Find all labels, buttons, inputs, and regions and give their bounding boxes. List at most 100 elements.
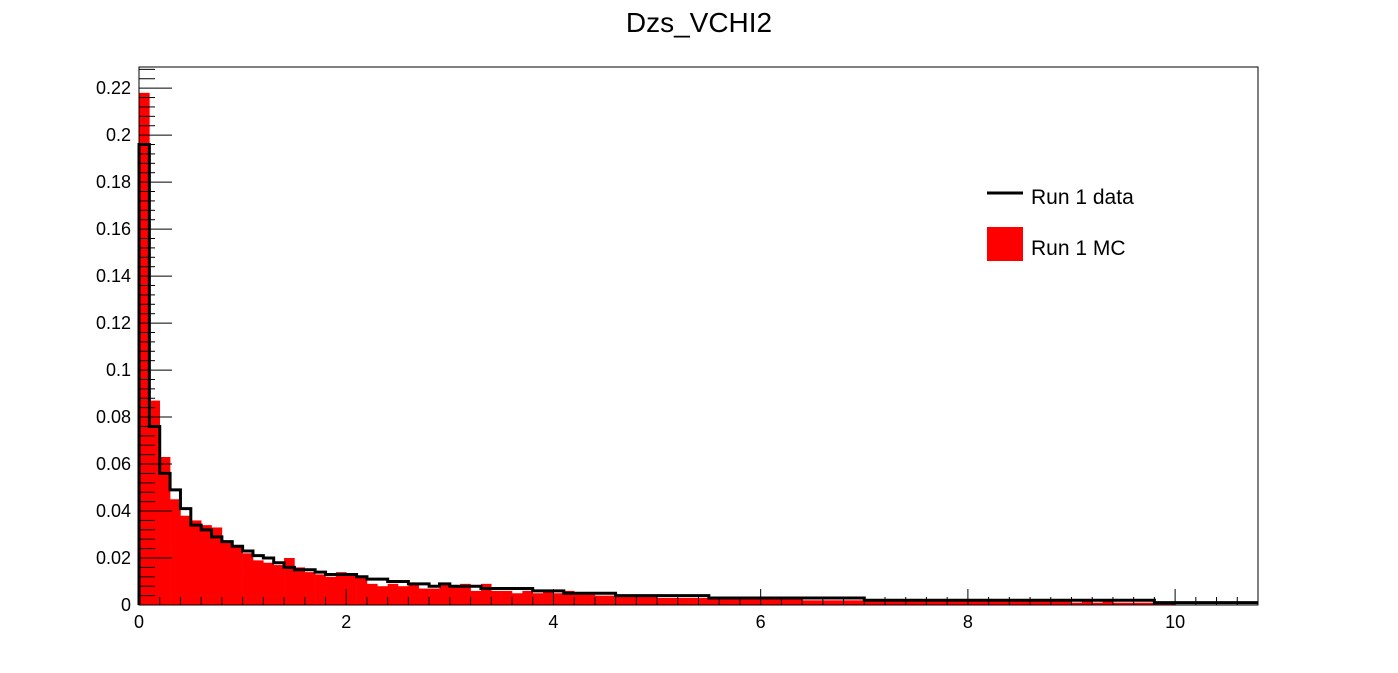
mc-bar <box>1144 602 1155 605</box>
mc-bar <box>335 572 347 605</box>
mc-bar <box>284 558 295 605</box>
mc-bar <box>594 595 606 605</box>
mc-bar <box>874 600 886 605</box>
mc-bar <box>646 595 658 605</box>
mc-bar <box>418 588 430 605</box>
mc-bar <box>1019 600 1031 605</box>
mc-bar <box>1112 602 1124 605</box>
mc-bar <box>532 593 544 605</box>
y-tick-label: 0.04 <box>96 501 131 521</box>
mc-bar <box>346 574 357 605</box>
mc-bar <box>543 590 554 605</box>
mc-bar <box>657 597 668 605</box>
mc-bar <box>936 600 948 605</box>
mc-bar <box>377 586 388 605</box>
mc-bar <box>750 597 761 605</box>
mc-bar <box>1050 600 1062 605</box>
mc-bar <box>1133 602 1145 605</box>
y-tick-label: 0.16 <box>96 219 131 239</box>
mc-bar <box>781 597 793 605</box>
mc-bar <box>812 600 824 605</box>
mc-bar <box>708 597 720 605</box>
x-tick-label: 4 <box>548 612 558 632</box>
x-tick-label: 8 <box>963 612 973 632</box>
mc-bar <box>1061 600 1072 605</box>
mc-bar <box>905 600 917 605</box>
mc-bar <box>1040 600 1052 605</box>
mc-bar <box>512 593 523 605</box>
mc-bar <box>822 600 834 605</box>
mc-bar <box>677 597 689 605</box>
mc-bar <box>522 590 534 605</box>
mc-bar <box>853 600 865 605</box>
y-tick-label: 0.18 <box>96 172 131 192</box>
mc-bar <box>201 525 212 605</box>
mc-bar <box>688 597 699 605</box>
x-axis: 0 2 4 6 8 10 <box>134 589 1259 632</box>
mc-bar <box>387 583 399 605</box>
mc-bar <box>584 593 596 605</box>
mc-bar <box>1081 600 1093 605</box>
y-tick-label: 0.22 <box>96 78 131 98</box>
mc-series-bars <box>139 92 1176 606</box>
mc-bar <box>470 590 482 605</box>
mc-bar <box>719 597 730 605</box>
mc-bar <box>636 595 647 605</box>
mc-bar <box>1123 602 1134 605</box>
plot-area: 0 2 4 6 8 10 0 0.02 0.04 0.06 0.08 0.1 0.12 0.14 0.16… <box>96 66 1259 632</box>
plot-frame <box>138 66 1259 606</box>
x-tick-label: 0 <box>134 612 144 632</box>
mc-bar <box>698 597 710 605</box>
mc-bar <box>739 597 751 605</box>
mc-bar <box>439 583 451 605</box>
mc-bar <box>760 597 772 605</box>
data-series-step-line <box>137 143 1258 605</box>
mc-bar <box>553 593 565 605</box>
mc-bar <box>366 583 378 605</box>
y-tick-label: 0.06 <box>96 454 131 474</box>
legend-swatch-mc <box>987 227 1023 261</box>
mc-bar <box>294 567 306 605</box>
mc-bar <box>864 600 875 605</box>
mc-bar <box>398 586 409 605</box>
mc-bar <box>429 588 440 605</box>
mc-bar <box>273 565 285 605</box>
mc-bar <box>1030 600 1041 605</box>
legend-label-data: Run 1 data <box>1031 186 1134 209</box>
y-tick-label: 0.12 <box>96 313 131 333</box>
x-tick-label: 6 <box>756 612 766 632</box>
mc-bar <box>916 600 927 605</box>
chart-title: Dzs_VCHI2 <box>626 7 772 38</box>
mc-bar <box>449 586 461 605</box>
mc-bar <box>1092 602 1103 605</box>
mc-bar <box>957 600 969 605</box>
mc-bar <box>356 576 368 605</box>
mc-bar <box>563 590 575 605</box>
mc-bar <box>149 400 161 605</box>
mc-bar <box>180 515 192 605</box>
mc-bar <box>159 456 171 605</box>
mc-bar <box>211 527 223 605</box>
mc-bar <box>232 546 243 605</box>
y-tick-label: 0 <box>121 595 131 615</box>
mc-bar <box>304 572 316 605</box>
mc-bar <box>221 541 233 605</box>
mc-bar <box>408 583 420 605</box>
mc-bar <box>501 590 513 605</box>
mc-bar <box>315 574 326 605</box>
mc-bar <box>833 600 844 605</box>
mc-bar <box>480 583 492 605</box>
legend: Run 1 data Run 1 MC <box>987 186 1134 261</box>
mc-bar <box>615 595 627 605</box>
mc-bar <box>729 597 741 605</box>
mc-bar <box>988 600 1000 605</box>
legend-label-mc: Run 1 MC <box>1031 237 1126 260</box>
y-tick-label: 0.02 <box>96 548 131 568</box>
mc-bar <box>252 560 264 605</box>
mc-bar <box>605 595 616 605</box>
mc-bar <box>263 562 274 605</box>
mc-bar <box>791 597 803 605</box>
mc-bar <box>1102 600 1114 605</box>
mc-bar <box>325 576 337 605</box>
mc-bar <box>170 499 181 605</box>
